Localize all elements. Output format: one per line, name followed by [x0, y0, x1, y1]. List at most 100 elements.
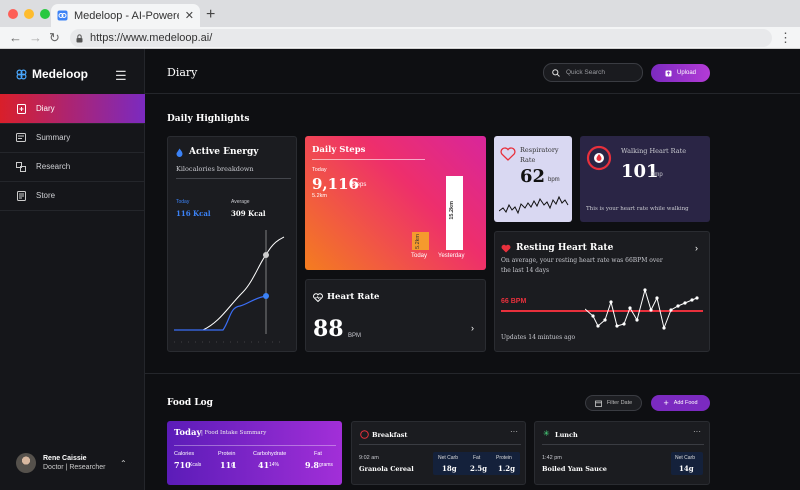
net-carb-value: 18g — [442, 464, 457, 473]
maximize-window-button[interactable] — [40, 9, 50, 19]
card-title: Respiratory Rate — [520, 146, 559, 164]
section-divider — [145, 373, 800, 374]
heart-outline-icon — [500, 147, 516, 161]
energy-line-chart — [174, 230, 285, 343]
filter-date-label: Filter Date — [606, 400, 633, 406]
back-icon[interactable]: ← — [9, 30, 22, 45]
chevron-right-icon[interactable]: › — [695, 243, 698, 253]
browser-menu-icon[interactable]: ⋮ — [779, 30, 792, 45]
url-field[interactable]: https://www.medeloop.ai/ — [70, 29, 772, 47]
threshold-line — [501, 310, 703, 312]
card-title: Walking Heart Rate — [621, 147, 687, 155]
walking-heart-rate-card[interactable]: Walking Heart Rate 101 bmp This is your … — [580, 136, 710, 222]
sidebar-item-label: Summary — [36, 133, 71, 142]
brand-name: Medeloop — [32, 67, 88, 81]
minimize-window-button[interactable] — [24, 9, 34, 19]
card-title: Resting Heart Rate — [516, 243, 614, 253]
sidebar-item-diary[interactable]: Diary — [0, 94, 145, 124]
breakfast-time: 9:02 am — [359, 455, 379, 461]
new-tab-icon[interactable]: + — [206, 6, 216, 23]
walking-hr-note: This is your heart rate while walking — [586, 206, 689, 212]
sidebar: Medeloop ☰ Diary Summary Research Store … — [0, 49, 145, 490]
sidebar-item-research[interactable]: Research — [0, 152, 145, 182]
close-tab-icon[interactable]: ✕ — [184, 10, 194, 22]
active-energy-card[interactable]: Active Energy Kilocalories breakdown Tod… — [167, 136, 297, 352]
close-window-button[interactable] — [8, 9, 18, 19]
plus-icon: + — [663, 398, 669, 408]
walking-hr-value: 101 — [621, 161, 659, 182]
steps-unit: Steps — [351, 182, 367, 188]
chevron-up-icon[interactable]: ⌃ — [120, 459, 127, 468]
reload-icon[interactable]: ↻ — [49, 30, 60, 45]
respiratory-rate-card[interactable]: Respiratory Rate 62 bpm — [494, 136, 572, 222]
carbohydrate-value: 41 — [258, 460, 270, 470]
url-text: https://www.medeloop.ai/ — [90, 32, 213, 44]
bar-label-yesterday: 15.2km — [449, 201, 455, 220]
chevron-right-icon[interactable]: › — [471, 323, 474, 333]
distance-value: 5.2km — [312, 193, 327, 199]
divider — [312, 159, 425, 160]
add-food-label: Add Food — [673, 400, 698, 406]
net-carb-label: Net Carb — [438, 455, 459, 461]
heart-rate-gauge-icon — [586, 145, 612, 171]
x-label-today: Today — [411, 253, 428, 259]
protein-value: 1.2g — [498, 464, 516, 473]
user-profile[interactable]: Rene Caissie Doctor | Researcher — [16, 453, 106, 473]
upload-icon — [665, 70, 672, 76]
food-log-title: Food Log — [167, 398, 213, 408]
sun-icon: ✳ — [543, 429, 550, 438]
protein-label: Protein — [218, 451, 236, 457]
flame-icon — [176, 148, 183, 157]
more-options-icon[interactable]: ··· — [510, 427, 518, 436]
fat-unit: grams — [319, 462, 333, 468]
add-food-button[interactable]: + Add Food — [651, 395, 710, 411]
updated-text: Updates 14 mintues ago — [501, 334, 576, 341]
research-icon — [16, 161, 26, 172]
window-controls — [8, 9, 50, 19]
bar-yesterday: 15.2km — [446, 176, 463, 250]
respiratory-sparkline — [499, 195, 569, 215]
fat-label: Fat — [314, 451, 322, 457]
more-options-icon[interactable]: ··· — [693, 427, 701, 436]
avatar — [16, 453, 36, 473]
tab-title: Medeloop - AI-Powered Research — [74, 9, 179, 22]
search-input[interactable]: Quick Search — [543, 63, 643, 82]
heart-rate-value: 88 — [313, 316, 344, 342]
medeloop-logo-icon — [16, 68, 27, 80]
calendar-icon — [594, 400, 602, 407]
breakfast-item: Granola Cereal — [359, 465, 414, 473]
average-value: 309 Kcal — [231, 209, 266, 218]
carbohydrate-unit: 14% — [269, 462, 280, 468]
threshold-label: 66 BPM — [501, 298, 527, 305]
upload-label: Upload — [676, 70, 696, 76]
heart-rate-card[interactable]: Heart Rate 88 BPM › — [305, 279, 486, 352]
card-subtitle: Kilocalories breakdown — [176, 165, 254, 173]
filter-date-button[interactable]: Filter Date — [585, 395, 642, 411]
today-summary-card[interactable]: Today | Food Intake Summary Calories 710… — [167, 421, 342, 485]
steps-value: 9,116 — [312, 175, 359, 193]
net-carb-value: 14g — [679, 464, 694, 473]
medeloop-favicon-icon — [57, 10, 68, 21]
walking-hr-unit: bmp — [651, 172, 663, 178]
divider — [176, 178, 291, 179]
browser-tab[interactable]: Medeloop - AI-Powered Research ✕ — [51, 4, 200, 27]
forward-icon[interactable]: → — [29, 30, 42, 45]
sidebar-item-store[interactable]: Store — [0, 181, 145, 211]
search-placeholder: Quick Search — [566, 69, 606, 76]
breakfast-card[interactable]: Breakfast ··· 9:02 am Granola Cereal Net… — [351, 421, 526, 485]
menu-toggle-icon[interactable]: ☰ — [115, 68, 127, 83]
user-role: Doctor | Researcher — [43, 464, 106, 471]
resting-hr-line-chart — [585, 288, 699, 330]
resting-heart-rate-card[interactable]: Resting Heart Rate › On average, your re… — [494, 231, 710, 352]
sidebar-item-label: Research — [36, 162, 71, 171]
lunch-item: Boiled Yam Sauce — [542, 465, 607, 473]
heart-rate-unit: BPM — [348, 333, 362, 339]
lunch-card[interactable]: ✳ Lunch ··· 1:42 pm Boiled Yam Sauce Net… — [534, 421, 710, 485]
sidebar-item-summary[interactable]: Summary — [0, 123, 145, 153]
sidebar-item-label: Store — [36, 191, 56, 200]
daily-steps-card[interactable]: Daily Steps Today 9,116 Steps 5.2km 5.2k… — [305, 136, 486, 270]
brand[interactable]: Medeloop — [16, 67, 88, 81]
divider — [359, 444, 521, 445]
card-title: Active Energy — [189, 147, 259, 157]
upload-button[interactable]: Upload — [651, 64, 710, 82]
